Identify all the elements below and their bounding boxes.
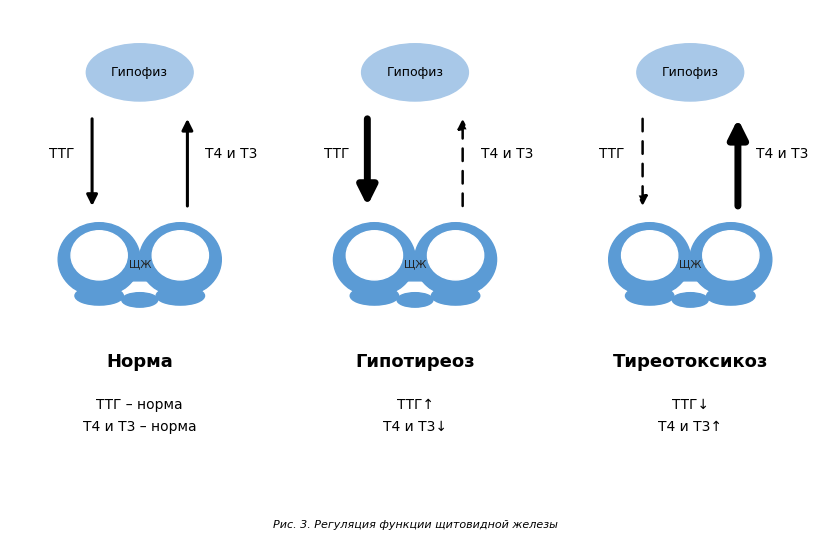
Text: Гипофиз: Гипофиз <box>111 66 168 79</box>
Text: ТТГ↓
Т4 и Т3↑: ТТГ↓ Т4 и Т3↑ <box>658 398 722 434</box>
Text: Т4 и Т3: Т4 и Т3 <box>756 147 808 161</box>
Ellipse shape <box>122 293 158 307</box>
Ellipse shape <box>608 223 691 296</box>
Ellipse shape <box>58 223 140 296</box>
Ellipse shape <box>156 286 204 305</box>
Ellipse shape <box>427 230 484 280</box>
Ellipse shape <box>703 230 759 280</box>
Ellipse shape <box>139 223 222 296</box>
Ellipse shape <box>350 286 398 305</box>
Ellipse shape <box>706 286 755 305</box>
FancyBboxPatch shape <box>389 256 441 281</box>
Text: ТТГ – норма
Т4 и Т3 – норма: ТТГ – норма Т4 и Т3 – норма <box>83 398 197 434</box>
Ellipse shape <box>672 293 708 307</box>
Ellipse shape <box>626 286 674 305</box>
Ellipse shape <box>690 223 772 296</box>
Text: ЩЖ: ЩЖ <box>679 260 701 270</box>
Text: Гипофиз: Гипофиз <box>387 66 443 79</box>
FancyBboxPatch shape <box>664 256 716 281</box>
Ellipse shape <box>432 286 480 305</box>
Ellipse shape <box>334 223 415 296</box>
Ellipse shape <box>362 44 468 101</box>
Ellipse shape <box>71 230 127 280</box>
Text: Т4 и Т3: Т4 и Т3 <box>206 147 258 161</box>
Text: ТТГ: ТТГ <box>49 147 74 161</box>
Text: Гипофиз: Гипофиз <box>662 66 719 79</box>
Text: ЩЖ: ЩЖ <box>404 260 426 270</box>
Text: Т4 и Т3: Т4 и Т3 <box>481 147 533 161</box>
Ellipse shape <box>415 223 496 296</box>
Text: ТТГ: ТТГ <box>599 147 624 161</box>
Text: Гипотиреоз: Гипотиреоз <box>355 352 475 371</box>
Ellipse shape <box>622 230 678 280</box>
Ellipse shape <box>397 293 433 307</box>
Text: Тиреотоксикоз: Тиреотоксикоз <box>613 352 768 371</box>
Ellipse shape <box>86 44 193 101</box>
Text: Норма: Норма <box>106 352 173 371</box>
Ellipse shape <box>152 230 208 280</box>
Ellipse shape <box>346 230 403 280</box>
Ellipse shape <box>637 44 744 101</box>
Text: ЩЖ: ЩЖ <box>129 260 151 270</box>
Text: ТТГ: ТТГ <box>324 147 349 161</box>
Text: Рис. 3. Регуляция функции щитовидной железы: Рис. 3. Регуляция функции щитовидной жел… <box>272 520 558 530</box>
FancyBboxPatch shape <box>114 256 166 281</box>
Ellipse shape <box>75 286 124 305</box>
Text: ТТГ↑
Т4 и Т3↓: ТТГ↑ Т4 и Т3↓ <box>383 398 447 434</box>
